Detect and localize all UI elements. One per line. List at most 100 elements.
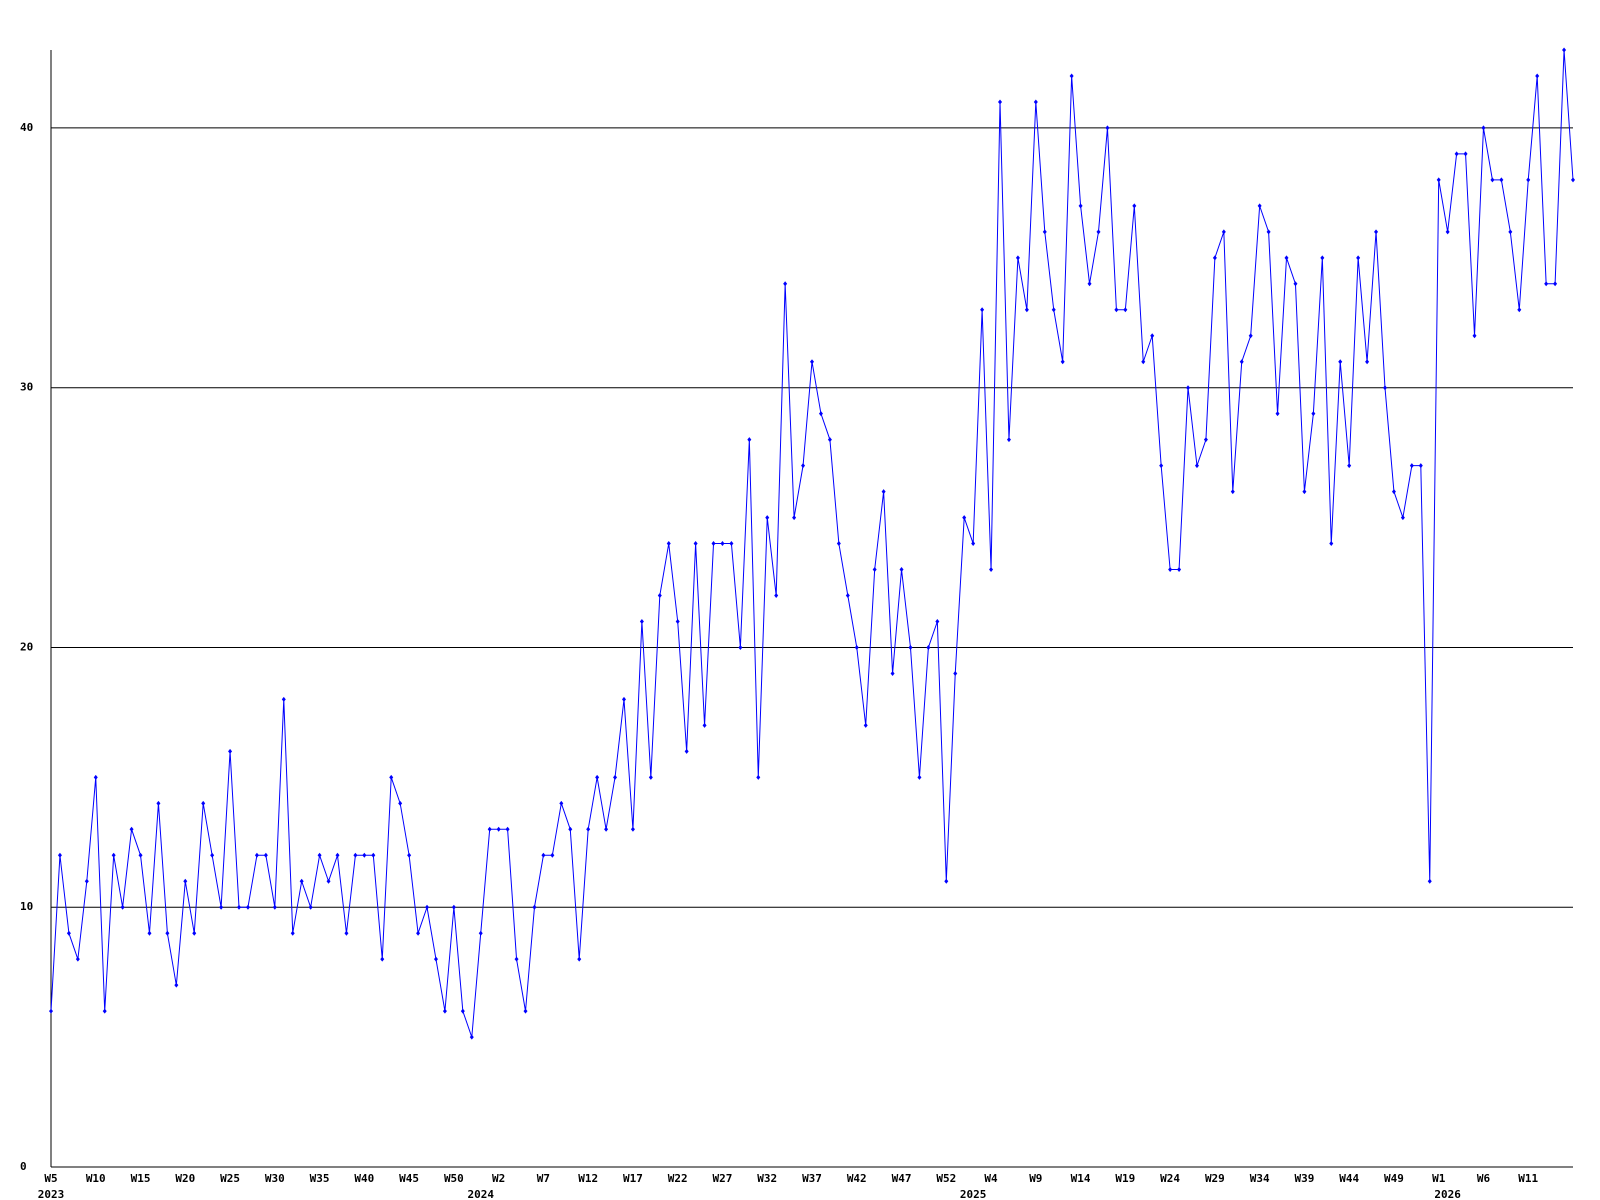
data-point — [138, 852, 143, 858]
x-tick-label: W14 — [1071, 1172, 1091, 1185]
y-tick-label: 10 — [20, 900, 33, 913]
data-point — [1365, 359, 1370, 365]
data-point — [1490, 177, 1495, 183]
data-point — [621, 696, 626, 702]
data-point — [174, 982, 179, 988]
data-point — [550, 852, 555, 858]
data-point — [362, 852, 367, 858]
data-point — [1051, 307, 1056, 313]
data-point — [1517, 307, 1522, 313]
data-point — [693, 541, 698, 547]
data-point — [263, 852, 268, 858]
data-point — [657, 593, 662, 599]
data-point — [792, 515, 797, 521]
data-point — [442, 1008, 447, 1014]
data-point — [1463, 151, 1468, 157]
data-point — [1159, 463, 1164, 469]
data-point — [344, 930, 349, 936]
data-point — [1060, 359, 1065, 365]
data-point — [389, 774, 394, 780]
data-point — [219, 904, 224, 910]
data-point — [326, 878, 331, 884]
data-point — [684, 748, 689, 754]
data-point — [998, 99, 1003, 105]
data-point — [917, 774, 922, 780]
data-point — [1445, 229, 1450, 235]
x-tick-label: W22 — [668, 1172, 688, 1185]
x-tick-label: W12 — [578, 1172, 598, 1185]
data-point — [281, 696, 286, 702]
data-point — [989, 567, 994, 573]
data-point — [926, 644, 931, 650]
data-point — [1338, 359, 1343, 365]
data-point — [1400, 515, 1405, 521]
data-point — [201, 800, 206, 806]
data-point — [541, 852, 546, 858]
data-point — [57, 852, 62, 858]
x-tick-label: W5 — [44, 1172, 57, 1185]
x-tick-label: W37 — [802, 1172, 822, 1185]
data-point — [648, 774, 653, 780]
data-point — [1302, 489, 1307, 495]
data-point — [1141, 359, 1146, 365]
data-point — [935, 618, 940, 624]
data-point — [783, 281, 788, 287]
x-tick-label: W17 — [623, 1172, 643, 1185]
data-point — [1553, 281, 1558, 287]
data-point — [93, 774, 98, 780]
data-point — [738, 644, 743, 650]
data-point — [1481, 125, 1486, 131]
data-point — [272, 904, 277, 910]
data-point — [49, 1008, 53, 1014]
data-point — [818, 411, 823, 417]
x-year-label: 2025 — [960, 1188, 987, 1200]
x-tick-label: W32 — [757, 1172, 777, 1185]
data-point — [1015, 255, 1020, 261]
x-tick-label: W45 — [399, 1172, 419, 1185]
x-year-label: 2026 — [1434, 1188, 1461, 1200]
data-point — [156, 800, 161, 806]
data-point — [1409, 463, 1414, 469]
data-point — [353, 852, 358, 858]
y-tick-label: 30 — [20, 381, 33, 394]
data-point — [1177, 567, 1182, 573]
data-point — [308, 904, 313, 910]
data-point — [1320, 255, 1325, 261]
data-point — [971, 541, 976, 547]
x-tick-label: W24 — [1160, 1172, 1180, 1185]
data-point — [872, 567, 877, 573]
data-point — [810, 359, 814, 365]
data-point — [398, 800, 403, 806]
data-point — [962, 515, 967, 521]
data-point — [1266, 229, 1271, 235]
data-point — [1248, 333, 1253, 339]
data-point — [416, 930, 421, 936]
data-point — [980, 307, 985, 313]
data-point — [836, 541, 841, 547]
data-point — [380, 956, 385, 962]
data-point — [1347, 463, 1352, 469]
data-point — [183, 878, 188, 884]
x-tick-label: W49 — [1384, 1172, 1404, 1185]
data-point — [1374, 229, 1379, 235]
data-point — [1427, 878, 1432, 884]
x-tick-label: W10 — [86, 1172, 106, 1185]
x-tick-label: W39 — [1294, 1172, 1314, 1185]
data-point — [1105, 125, 1110, 131]
data-point — [1382, 385, 1387, 391]
x-tick-label: W29 — [1205, 1172, 1225, 1185]
data-point — [1194, 463, 1199, 469]
data-point — [514, 956, 519, 962]
x-year-label: 2023 — [38, 1188, 65, 1200]
data-point — [299, 878, 304, 884]
data-point — [613, 774, 618, 780]
x-tick-label: W40 — [354, 1172, 374, 1185]
data-point — [586, 826, 591, 832]
data-point — [1042, 229, 1047, 235]
data-point — [568, 826, 573, 832]
x-tick-label: W7 — [537, 1172, 550, 1185]
data-point — [827, 437, 832, 443]
data-point — [765, 515, 770, 521]
data-point — [228, 748, 233, 754]
data-point — [595, 774, 600, 780]
